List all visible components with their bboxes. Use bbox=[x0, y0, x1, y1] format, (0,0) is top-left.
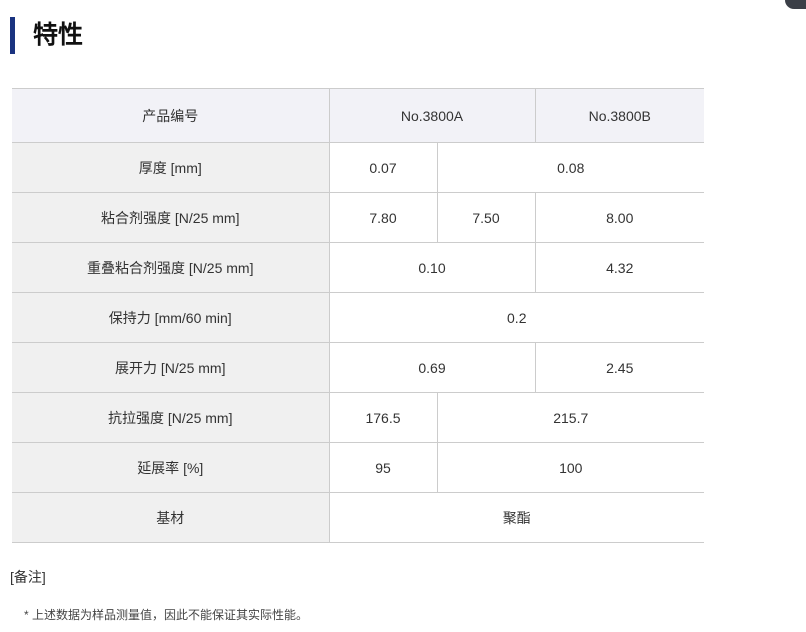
table-cell: 0.07 bbox=[328, 142, 437, 193]
row-label: 抗拉强度 [N/25 mm] bbox=[12, 392, 329, 443]
section-heading: 特性 bbox=[10, 17, 83, 54]
table-cell: 0.2 bbox=[328, 292, 704, 343]
table-cell: 215.7 bbox=[436, 392, 704, 443]
row-label: 延展率 [%] bbox=[12, 442, 329, 493]
row-label: 重叠粘合剂强度 [N/25 mm] bbox=[12, 242, 329, 293]
floating-widget-corner[interactable] bbox=[785, 0, 806, 9]
table-cell: 2.45 bbox=[534, 342, 704, 393]
header-product-label: 产品编号 bbox=[12, 88, 329, 143]
heading-accent-bar bbox=[10, 17, 15, 54]
table-cell: 8.00 bbox=[534, 192, 704, 243]
table-cell: 0.69 bbox=[328, 342, 535, 393]
table-cell: 0.10 bbox=[328, 242, 535, 293]
table-row-base-material: 基材 聚酯 bbox=[12, 492, 704, 543]
table-cell: 176.5 bbox=[328, 392, 437, 443]
table-cell: 聚酯 bbox=[328, 492, 704, 543]
row-label: 粘合剂强度 [N/25 mm] bbox=[12, 192, 329, 243]
notes-heading: [备注] bbox=[10, 569, 46, 585]
row-label: 厚度 [mm] bbox=[12, 142, 329, 193]
table-cell: 4.32 bbox=[534, 242, 704, 293]
table-cell: 100 bbox=[436, 442, 704, 493]
table-cell: 95 bbox=[328, 442, 437, 493]
header-product-a: No.3800A bbox=[328, 88, 535, 143]
table-cell: 7.50 bbox=[436, 192, 535, 243]
table-header-row: 产品编号 No.3800A No.3800B bbox=[12, 88, 704, 143]
page-title: 特性 bbox=[33, 21, 84, 49]
table-row-overlap-adhesive-strength: 重叠粘合剂强度 [N/25 mm] 0.10 4.32 bbox=[12, 242, 704, 293]
table-row-unwinding-force: 展开力 [N/25 mm] 0.69 2.45 bbox=[12, 342, 704, 393]
table-row-thickness: 厚度 [mm] 0.07 0.08 bbox=[12, 142, 704, 193]
table-cell: 0.08 bbox=[436, 142, 704, 193]
table-row-holding-power: 保持力 [mm/60 min] 0.2 bbox=[12, 292, 704, 343]
row-label: 保持力 [mm/60 min] bbox=[12, 292, 329, 343]
table-row-elongation: 延展率 [%] 95 100 bbox=[12, 442, 704, 493]
table-row-tensile-strength: 抗拉强度 [N/25 mm] 176.5 215.7 bbox=[12, 392, 704, 443]
table-row-adhesive-strength: 粘合剂强度 [N/25 mm] 7.80 7.50 8.00 bbox=[12, 192, 704, 243]
row-label: 展开力 [N/25 mm] bbox=[12, 342, 329, 393]
table-cell: 7.80 bbox=[328, 192, 437, 243]
header-product-b: No.3800B bbox=[534, 88, 704, 143]
spec-table: 产品编号 No.3800A No.3800B 厚度 [mm] 0.07 0.08… bbox=[12, 88, 704, 543]
row-label: 基材 bbox=[12, 492, 329, 543]
footnote: * 上述数据为样品测量值，因此不能保证其实际性能。 bbox=[24, 608, 309, 622]
